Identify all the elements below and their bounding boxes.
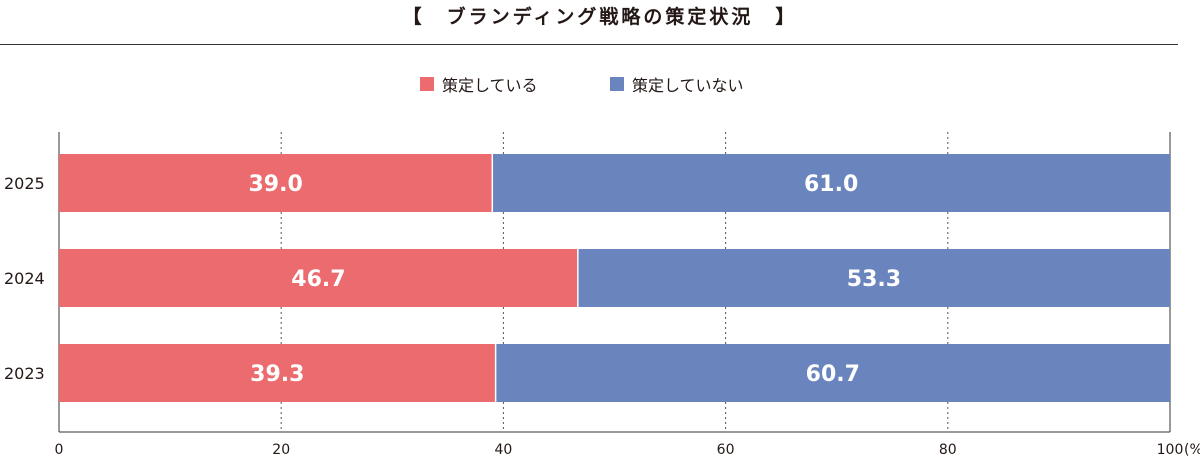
y-tick-label: 2023 [4,364,45,383]
legend-item-strategy-not-defined: 策定していない [610,74,744,95]
y-tick-label: 2025 [4,174,45,193]
legend-swatch-strategy-not-defined [610,77,624,91]
legend-label-strategy-defined: 策定している [442,76,538,95]
y-tick-label: 2024 [4,269,45,288]
bar-2025-series-1 [492,154,1170,212]
x-tick-label: 20 [272,442,290,458]
bar-label: 61.0 [804,172,858,197]
x-tick-label: 100 [1157,442,1184,458]
title-divider [0,44,1178,45]
x-tick-label: 0 [55,442,64,458]
bar-label: 53.3 [847,267,901,292]
bar-2025-series-0 [59,154,493,212]
x-tick-label: 80 [939,442,957,458]
bar-label: 46.7 [291,267,345,292]
legend-swatch-strategy-defined [420,77,434,91]
legend-label-strategy-not-defined: 策定していない [632,76,744,95]
bar-2023-series-1 [495,344,1170,402]
bar-2024-series-1 [577,249,1170,307]
chart-title: 【 ブランディング戦略の策定状況 】 [402,6,798,28]
bar-2024-series-0 [59,249,578,307]
x-tick-label: 40 [494,442,512,458]
legend-item-strategy-defined: 策定している [420,74,538,95]
bar-2023-series-0 [59,344,496,402]
bar-label: 39.3 [250,362,304,387]
x-tick-label: 60 [717,442,735,458]
x-axis-unit: (%) [1184,442,1200,458]
bar-label: 39.0 [249,172,303,197]
bar-label: 60.7 [806,362,860,387]
